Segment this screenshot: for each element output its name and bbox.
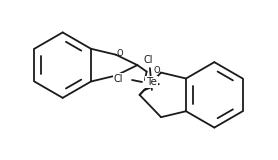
Text: Cl: Cl	[113, 74, 123, 84]
Text: Cl: Cl	[143, 55, 153, 65]
Text: O: O	[117, 49, 123, 58]
Text: O: O	[154, 66, 160, 75]
Text: Te: Te	[147, 77, 157, 87]
